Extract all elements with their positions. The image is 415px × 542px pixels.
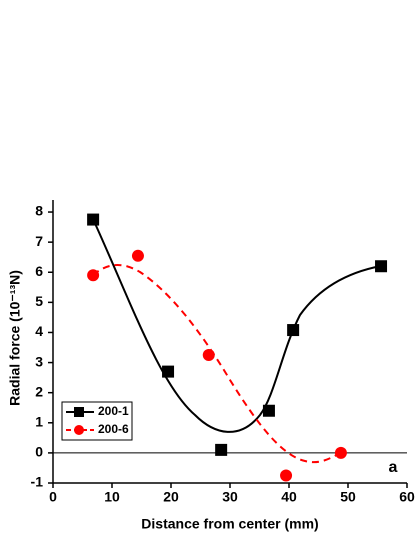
data-point <box>280 469 293 482</box>
legend-marker <box>74 425 84 435</box>
legend-label: 200-1 <box>98 404 129 418</box>
legend-box <box>61 401 133 441</box>
y-tick-label: 3 <box>35 353 43 369</box>
data-point <box>215 443 228 456</box>
y-tick-label: 8 <box>35 203 43 219</box>
x-tick-label: 60 <box>399 489 415 505</box>
x-tick-label: 20 <box>163 489 179 505</box>
fit-line <box>92 218 382 433</box>
x-tick-label: 40 <box>281 489 297 505</box>
x-tick-label: 30 <box>222 489 238 505</box>
legend-label: 200-6 <box>98 422 129 436</box>
data-point <box>334 446 347 459</box>
legend-marker <box>74 407 84 417</box>
data-point <box>87 213 100 226</box>
data-point <box>131 249 144 262</box>
data-point <box>287 324 300 337</box>
y-axis-label: Radial force (10⁻¹³N) <box>7 270 23 406</box>
y-tick-label: 0 <box>35 444 43 460</box>
data-point <box>162 365 175 378</box>
y-tick-label: 2 <box>35 383 43 399</box>
data-point <box>375 260 388 273</box>
fit-line <box>92 264 342 464</box>
y-tick-label: 4 <box>35 323 43 339</box>
data-point <box>87 269 100 282</box>
y-tick-label: -1 <box>31 474 44 490</box>
annotation: a <box>389 459 398 476</box>
x-tick-label: 10 <box>104 489 120 505</box>
x-tick-label: 0 <box>49 489 57 505</box>
x-axis-label: Distance from center (mm) <box>141 516 318 532</box>
y-tick-label: 5 <box>35 293 43 309</box>
y-tick-label: 1 <box>35 413 43 429</box>
x-tick-label: 50 <box>340 489 356 505</box>
y-tick-label: 6 <box>35 263 43 279</box>
y-tick-label: 7 <box>35 233 43 249</box>
data-point <box>262 404 275 417</box>
data-point <box>202 349 215 362</box>
